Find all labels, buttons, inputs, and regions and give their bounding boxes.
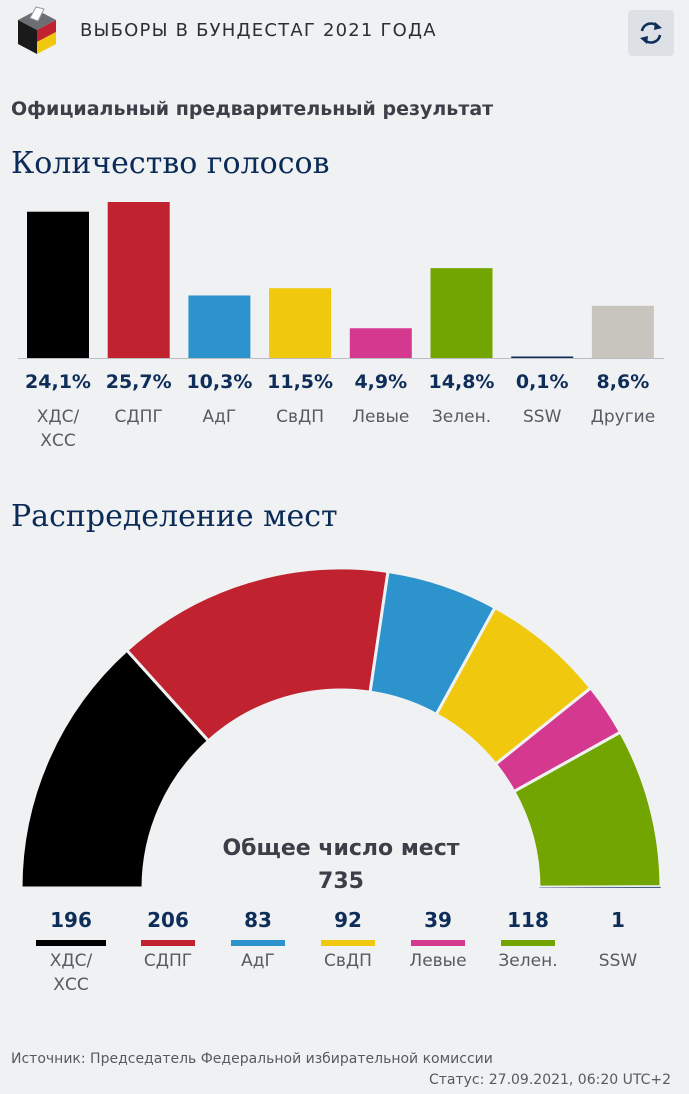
legend-swatch bbox=[411, 940, 465, 946]
legend-swatch bbox=[321, 940, 375, 946]
legend-swatch bbox=[141, 940, 195, 946]
party-label: СДПГ bbox=[115, 407, 163, 427]
seat-count: 83 bbox=[244, 908, 272, 932]
bar-1 bbox=[107, 202, 170, 358]
votes-bar-chart: 24,1% ХДС/ХСС 25,7% СДПГ 10,3% АдГ 11,5% СвДП 4,… bbox=[18, 202, 664, 451]
seat-count: 1 bbox=[611, 908, 625, 932]
legend-party-label: SSW bbox=[599, 951, 638, 971]
source-note: Источник: Председатель Федеральной избир… bbox=[11, 1051, 493, 1067]
total-seats-label: Общее число мест bbox=[222, 836, 459, 861]
seats-legend: 196 ХДС/ХСС 206 СДПГ 83 АдГ 92 СвДП 39 Левые 118 Зе… bbox=[36, 908, 638, 995]
bar-value-label: 4,9% bbox=[354, 371, 407, 393]
seat-segment-6 bbox=[538, 886, 662, 889]
party-label: Зелен. bbox=[432, 407, 491, 427]
seat-count: 118 bbox=[507, 908, 549, 932]
legend-party-label: Зелен. bbox=[498, 951, 557, 971]
status-timestamp: Статус: 27.09.2021, 06:20 UTC+2 bbox=[428, 1072, 671, 1088]
party-label: SSW bbox=[523, 407, 562, 427]
bar-2 bbox=[188, 295, 251, 358]
legend-swatch bbox=[231, 940, 285, 946]
seat-count: 196 bbox=[50, 908, 92, 932]
bar-value-label: 10,3% bbox=[186, 371, 252, 393]
party-label: АдГ bbox=[203, 407, 237, 427]
bar-3 bbox=[269, 288, 332, 358]
legend-party-label: ХДС/ХСС bbox=[50, 951, 93, 995]
bar-value-label: 25,7% bbox=[106, 371, 172, 393]
party-label: ХДС/ХСС bbox=[37, 407, 80, 451]
legend-swatch bbox=[501, 940, 555, 946]
bar-value-label: 0,1% bbox=[516, 371, 569, 393]
legend-party-label: АдГ bbox=[241, 951, 275, 971]
party-label: Другие bbox=[591, 407, 656, 427]
result-subtitle: Официальный предварительный результат bbox=[11, 98, 494, 120]
party-label: СвДП bbox=[276, 407, 324, 427]
bar-value-label: 14,8% bbox=[429, 371, 495, 393]
bar-value-label: 24,1% bbox=[25, 371, 91, 393]
seat-count: 206 bbox=[147, 908, 189, 932]
refresh-icon bbox=[640, 22, 662, 44]
refresh-button[interactable] bbox=[628, 10, 674, 56]
bar-4 bbox=[349, 328, 412, 358]
legend-party-label: СДПГ bbox=[144, 951, 192, 971]
app-title: ВЫБОРЫ В БУНДЕСТАГ 2021 ГОДА bbox=[80, 20, 437, 41]
party-label: Левые bbox=[352, 407, 409, 427]
seats-half-donut-chart: Общее число мест 735 bbox=[19, 566, 663, 894]
bar-0 bbox=[27, 211, 89, 358]
votes-section-title: Количество голосов bbox=[11, 146, 330, 181]
seat-count: 39 bbox=[424, 908, 452, 932]
seat-count: 92 bbox=[334, 908, 362, 932]
bar-value-label: 11,5% bbox=[267, 371, 333, 393]
bar-5 bbox=[430, 268, 493, 358]
bar-7 bbox=[591, 305, 654, 358]
legend-party-label: СвДП bbox=[324, 951, 372, 971]
app-header: ВЫБОРЫ В БУНДЕСТАГ 2021 ГОДА bbox=[0, 0, 689, 68]
bar-value-label: 8,6% bbox=[597, 371, 650, 393]
legend-swatch bbox=[36, 940, 106, 946]
total-seats-value: 735 bbox=[318, 869, 364, 894]
legend-party-label: Левые bbox=[409, 951, 466, 971]
ballot-box-icon bbox=[18, 6, 56, 54]
seats-section-title: Распределение мест bbox=[11, 499, 338, 534]
bar-6 bbox=[511, 356, 574, 358]
